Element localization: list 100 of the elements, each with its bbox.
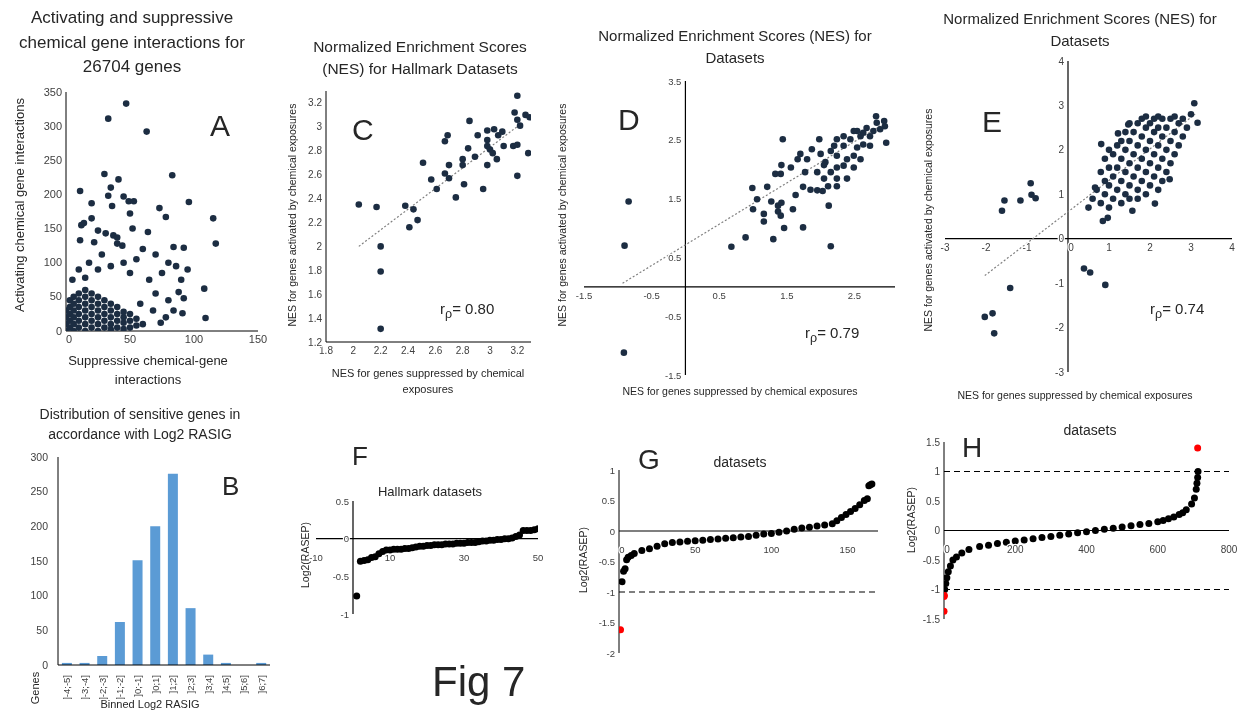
y-tick-label: -2: [606, 647, 615, 659]
chart-title: Distribution of sensitive genes in accordance with Log2 RASIG: [38, 405, 242, 445]
y-tick-label: 1.4: [308, 312, 323, 324]
x-tick-label: 2.6: [428, 345, 443, 356]
y-tick-label: 0: [343, 533, 349, 545]
y-tick-label: -1.5: [922, 613, 941, 625]
y-tick-label: 200: [43, 187, 62, 200]
x-tick-label: 2: [350, 345, 357, 356]
x-tick-label: ]0;-1]: [132, 675, 143, 697]
x-tick-label: 100: [184, 333, 204, 345]
x-tick-label: 3.2: [510, 345, 525, 356]
x-tick-label: 400: [1078, 543, 1096, 555]
x-tick-label: 1.5: [780, 289, 794, 301]
y-tick-label: 0: [609, 525, 615, 537]
annotation: G: [638, 443, 660, 477]
y-tick-label: 3.5: [668, 75, 682, 87]
y-tick-label: 3.2: [308, 97, 323, 109]
x-tick-label: ]4;5]: [220, 675, 232, 694]
y-tick-label: -1: [1055, 277, 1065, 289]
x-tick-label: -1: [1022, 241, 1032, 253]
y-tick-label: 200: [30, 519, 49, 532]
x-tick-label: 2.2: [373, 345, 389, 356]
y-tick-label: 1.5: [668, 193, 682, 205]
y-tick-label: 250: [43, 153, 62, 166]
y-axis-title: Log2(RASEP): [576, 526, 591, 595]
y-axis-title: Log2(RASEP): [904, 486, 919, 555]
x-tick-label: 2: [1147, 241, 1154, 253]
x-tick-label: 2.4: [401, 345, 416, 356]
y-tick-label: -1: [340, 608, 349, 620]
x-tick-label: 50: [123, 333, 137, 345]
x-tick-label: 600: [1149, 543, 1167, 555]
y-tick-label: 350: [43, 85, 62, 98]
x-tick-label: ]-4;-5]: [61, 675, 73, 700]
y-tick-label: -1.5: [598, 617, 615, 628]
y-tick-label: 300: [30, 450, 49, 463]
chart-title: Activating and suppressive chemical gene interactions for 26704 genes: [18, 7, 246, 79]
y-tick-label: 300: [43, 119, 62, 132]
x-tick-label: ]1;2]: [167, 675, 179, 694]
x-tick-label: 2.8: [455, 345, 471, 356]
y-tick-label: -1: [606, 586, 615, 598]
chart-title: datasets: [1062, 421, 1118, 440]
y-axis-title: NES for genes activated by chemical exposures: [921, 107, 936, 334]
y-axis-title: NES for genes activated by chemical exposures: [555, 102, 570, 329]
y-tick-label: 2: [1058, 144, 1065, 156]
x-axis-title: NES for genes suppressed by chemical exposures: [621, 384, 859, 399]
x-tick-label: 1: [1106, 241, 1113, 253]
y-tick-label: 0: [934, 525, 941, 536]
y-tick-label: 0.5: [926, 495, 941, 507]
y-tick-label: 0.5: [335, 495, 349, 507]
y-tick-label: 0.5: [601, 495, 615, 506]
y-tick-label: -2: [1055, 322, 1065, 334]
x-tick-label: 10: [384, 551, 396, 563]
x-tick-label: ]-2;-3]: [96, 675, 108, 700]
y-tick-label: 1.6: [308, 288, 323, 300]
y-tick-label: 1.2: [308, 336, 323, 348]
x-tick-label: 0: [65, 333, 73, 345]
caption: Fig 7: [432, 657, 526, 707]
x-tick-label: ]2;3]: [185, 675, 196, 694]
chart-title: Normalized Enrichment Scores (NES) for Datasets: [942, 9, 1218, 51]
x-tick-label: 150: [248, 333, 268, 345]
x-tick-label: 3: [487, 345, 494, 356]
y-tick-label: -0.5: [332, 570, 349, 582]
x-tick-label: -1.5: [575, 289, 593, 301]
x-tick-label: 3: [1188, 241, 1195, 253]
x-tick-label: 4: [1229, 241, 1236, 253]
y-tick-label: 0: [1058, 233, 1065, 245]
y-tick-label: 0.5: [668, 251, 682, 263]
x-tick-label: 2.5: [847, 289, 862, 301]
y-tick-label: 250: [30, 485, 49, 498]
x-tick-label: -0.5: [643, 289, 660, 301]
x-tick-label: 100: [763, 544, 780, 555]
y-tick-label: 1: [934, 466, 941, 477]
chart-title: datasets: [713, 454, 767, 470]
x-tick-label: ]5;6]: [238, 675, 249, 694]
y-tick-label: 1: [1058, 188, 1065, 200]
y-tick-label: -0.5: [665, 310, 682, 322]
y-tick-label: 1.5: [926, 436, 941, 448]
x-tick-label: 50: [532, 551, 544, 563]
y-tick-label: 1.8: [308, 264, 323, 276]
y-tick-label: -1.5: [665, 369, 682, 381]
chart-title: Normalized Enrichment Scores (NES) for Datasets: [597, 26, 873, 68]
annotation: r$_{ρ}$= 0.79: [805, 323, 860, 347]
x-tick-label: 0: [619, 544, 625, 555]
x-tick-label: ]-1;-2]: [114, 675, 126, 700]
annotation: C: [352, 112, 374, 148]
x-tick-label: 50: [689, 544, 701, 555]
x-tick-label: 150: [839, 544, 856, 555]
x-axis-title: Suppressive chemical-gene interactions: [67, 352, 229, 389]
y-tick-label: 2.6: [308, 169, 323, 181]
y-tick-label: 1: [609, 464, 615, 476]
x-tick-label: 200: [1006, 543, 1025, 555]
x-axis-title: NES for genes suppressed by chemical exposures: [330, 366, 526, 397]
y-tick-label: 3: [1058, 99, 1065, 111]
y-tick-label: 3: [316, 121, 323, 133]
y-tick-label: 100: [43, 256, 62, 269]
y-axis-title: NES for genes activated by chemical exposures: [285, 102, 300, 329]
annotation: H: [962, 431, 983, 465]
x-tick-label: 30: [458, 551, 470, 563]
annotation: E: [982, 104, 1003, 140]
x-tick-label: ]3;4]: [202, 675, 214, 694]
